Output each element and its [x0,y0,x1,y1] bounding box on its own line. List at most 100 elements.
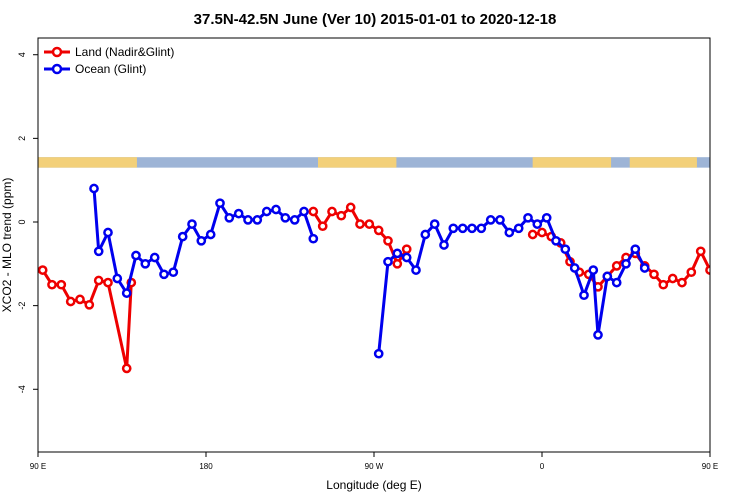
data-point-land-nadir-glint-5 [84,299,95,310]
data-point-ocean-glint-30 [411,265,421,275]
data-point-ocean-glint-52 [611,277,622,288]
data-point-land-nadir-glint-16 [355,219,365,229]
y-tick-label: 2 [17,136,27,141]
x-tick-label: 90 W [365,462,384,471]
data-point-ocean-glint-51 [602,271,613,282]
data-point-ocean-glint-45 [551,235,561,246]
x-tick-label: 90 E [30,462,46,471]
data-point-land-nadir-glint-39 [677,277,687,288]
data-point-land-nadir-glint-40 [686,267,697,278]
data-point-ocean-glint-31 [420,229,431,240]
data-point-ocean-glint-4 [121,288,132,298]
x-axis: 90 E 180 90 W 0 90 E [30,452,718,471]
data-point-land-nadir-glint-14 [336,210,347,221]
x-tick-label: 0 [540,462,545,471]
data-point-ocean-glint-19 [261,206,272,217]
y-tick-label: -4 [17,385,27,393]
data-point-ocean-glint-21 [280,212,291,223]
data-point-ocean-glint-54 [630,244,641,255]
legend-marker-land-nadir-glint [51,46,63,58]
data-point-ocean-glint-2 [103,227,113,238]
legend: Land (Nadir&Glint) Ocean (Glint) [44,45,174,76]
data-point-ocean-glint-22 [289,215,300,225]
legend-label-ocean-glint: Ocean (Glint) [75,62,146,76]
y-tick-label: -2 [17,302,27,310]
data-point-ocean-glint-53 [621,258,631,269]
data-point-ocean-glint-36 [467,223,477,234]
data-point-ocean-glint-15 [224,212,235,223]
data-point-land-nadir-glint-32 [611,261,622,271]
data-point-land-nadir-glint-11 [308,206,319,217]
data-point-ocean-glint-26 [373,348,384,359]
map-strip-land-3 [629,157,697,168]
data-point-ocean-glint-6 [140,258,151,269]
data-point-land-nadir-glint-42 [705,265,710,275]
x-axis-label: Longitude (deg E) [326,478,421,492]
data-point-ocean-glint-23 [299,206,309,217]
data-point-ocean-glint-32 [429,219,440,229]
data-point-ocean-glint-18 [252,215,263,225]
legend-marker-ocean-glint [51,63,63,75]
map-strip-land-1 [318,157,397,168]
data-point-ocean-glint-7 [149,252,160,263]
data-point-ocean-glint-5 [131,250,141,261]
series-line-land-nadir-glint-1 [312,205,408,266]
data-point-ocean-glint-39 [495,215,505,225]
data-point-ocean-glint-43 [532,219,543,229]
data-point-land-nadir-glint-1 [47,279,57,290]
data-point-ocean-glint-13 [205,229,216,240]
data-point-ocean-glint-12 [196,235,207,246]
data-point-land-nadir-glint-8 [121,363,132,374]
data-point-land-nadir-glint-21 [401,244,412,255]
series-layer [38,183,750,374]
data-point-land-nadir-glint-24 [537,227,547,238]
data-point-land-nadir-glint-7 [103,277,113,288]
data-point-land-nadir-glint-6 [93,275,104,286]
data-point-ocean-glint-42 [523,212,533,223]
data-point-land-nadir-glint-23 [527,229,538,240]
data-point-ocean-glint-28 [392,248,403,259]
data-point-ocean-glint-24 [308,233,319,244]
data-point-ocean-glint-49 [588,265,599,275]
series-line-ocean-glint-1 [377,216,647,354]
series-land-nadir-glint [38,202,750,374]
data-point-land-nadir-glint-20 [392,258,403,269]
data-point-ocean-glint-27 [383,256,393,267]
data-point-ocean-glint-29 [401,252,412,263]
data-point-ocean-glint-14 [215,198,225,209]
data-point-land-nadir-glint-0 [38,265,48,275]
data-point-ocean-glint-11 [187,219,197,229]
data-point-ocean-glint-50 [593,330,603,340]
map-strip [38,157,710,168]
data-point-land-nadir-glint-37 [658,279,669,290]
x-tick-label: 180 [199,462,213,471]
data-point-ocean-glint-17 [243,215,253,225]
data-point-land-nadir-glint-36 [649,269,659,280]
data-point-ocean-glint-37 [476,223,487,234]
data-point-ocean-glint-8 [159,269,169,280]
y-axis-label: XCO2 - MLO trend (ppm) [0,178,14,313]
plot-frame [37,37,711,453]
data-point-ocean-glint-20 [271,204,281,215]
data-point-land-nadir-glint-46 [744,298,750,305]
series-ocean-glint [89,183,650,359]
y-tick-label: 0 [17,219,27,224]
data-point-ocean-glint-3 [112,273,123,284]
map-strip-land-0 [38,157,137,168]
data-point-ocean-glint-9 [168,267,179,278]
data-point-land-nadir-glint-18 [373,225,384,236]
data-point-land-nadir-glint-17 [364,219,375,229]
data-point-ocean-glint-55 [639,263,650,273]
data-point-ocean-glint-41 [513,223,524,234]
data-point-land-nadir-glint-41 [695,246,706,257]
data-point-land-nadir-glint-38 [667,273,678,284]
data-point-ocean-glint-46 [560,244,571,255]
data-point-ocean-glint-33 [439,240,449,250]
data-point-ocean-glint-44 [541,212,552,223]
y-tick-label: 4 [17,52,27,57]
x-tick-label: 90 E [702,462,718,471]
data-point-ocean-glint-1 [93,246,104,257]
data-point-ocean-glint-35 [457,223,468,234]
data-point-ocean-glint-10 [177,231,188,242]
